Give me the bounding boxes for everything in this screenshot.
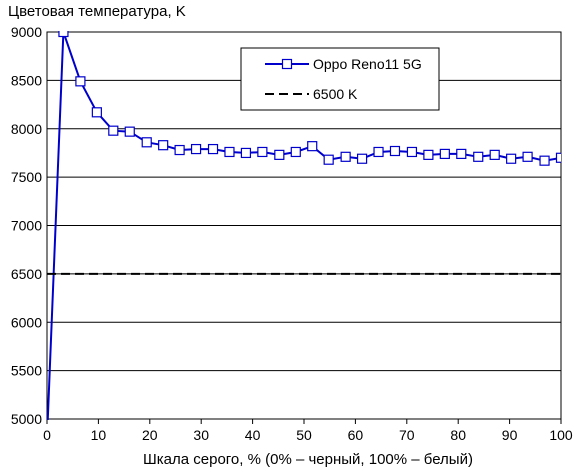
data-point	[207, 143, 219, 155]
legend: Oppo Reno11 5G 6500 K	[240, 47, 440, 111]
data-point	[190, 143, 202, 155]
plot-frame	[46, 31, 562, 420]
y-tick-label: 6500	[11, 266, 42, 282]
data-point	[290, 146, 301, 158]
data-point	[389, 145, 401, 157]
data-point	[257, 146, 268, 158]
data-point	[58, 31, 69, 38]
x-tick-label: 20	[142, 427, 158, 443]
data-point	[356, 153, 368, 164]
legend-marker	[281, 58, 293, 70]
data-point	[373, 146, 384, 158]
data-point	[439, 148, 450, 160]
series-group	[47, 31, 561, 420]
y-tick-label: 7500	[11, 169, 42, 185]
y-tick-label: 9000	[11, 24, 42, 40]
x-tick-label: 80	[450, 427, 466, 443]
data-point	[274, 149, 285, 160]
x-tick-label: 70	[399, 427, 415, 443]
data-point	[340, 151, 351, 162]
data-point	[108, 125, 119, 136]
data-point	[158, 140, 169, 151]
data-point	[75, 76, 86, 87]
data-point	[423, 149, 434, 160]
data-point	[555, 152, 561, 163]
y-tick-label: 7000	[11, 218, 42, 234]
x-tick-label: 50	[296, 427, 312, 443]
y-tick-label: 8500	[11, 72, 42, 88]
data-point	[307, 141, 318, 152]
data-point	[323, 154, 334, 165]
x-tick-label: 60	[348, 427, 364, 443]
data-point	[124, 126, 135, 137]
y-tick-label: 6000	[11, 314, 42, 330]
data-point	[522, 151, 533, 162]
legend-box	[240, 47, 440, 111]
data-point	[506, 153, 517, 164]
x-tick-label: 30	[193, 427, 209, 443]
x-tick-label: 40	[245, 427, 261, 443]
y-tick-label: 5500	[11, 363, 42, 379]
plot-area: 5000 5500 6000 6500 7000 7500 8000 8500 9000 0 10 2…	[11, 24, 573, 443]
x-tick-label: 100	[549, 427, 573, 443]
data-point	[91, 107, 102, 118]
data-point	[240, 147, 252, 159]
data-point	[141, 137, 152, 148]
legend-label-2: 6500 K	[313, 86, 358, 102]
y-tick-label: 8000	[11, 121, 42, 137]
data-point	[473, 151, 484, 162]
data-point	[489, 149, 500, 160]
y-axis-title: Цветовая температура, K	[8, 3, 186, 20]
x-tick-label: 90	[502, 427, 518, 443]
data-point	[456, 148, 467, 160]
data-point	[224, 146, 235, 158]
y-tick-label: 5000	[11, 411, 42, 427]
data-point	[539, 155, 550, 166]
legend-label-1: Oppo Reno11 5G	[313, 56, 422, 72]
data-point	[406, 146, 418, 158]
data-point	[174, 144, 185, 156]
x-tick-label: 10	[91, 427, 107, 443]
x-tick-label: 0	[43, 427, 51, 443]
x-axis-title: Шкала серого, % (0% – черный, 100% – бел…	[143, 451, 473, 468]
